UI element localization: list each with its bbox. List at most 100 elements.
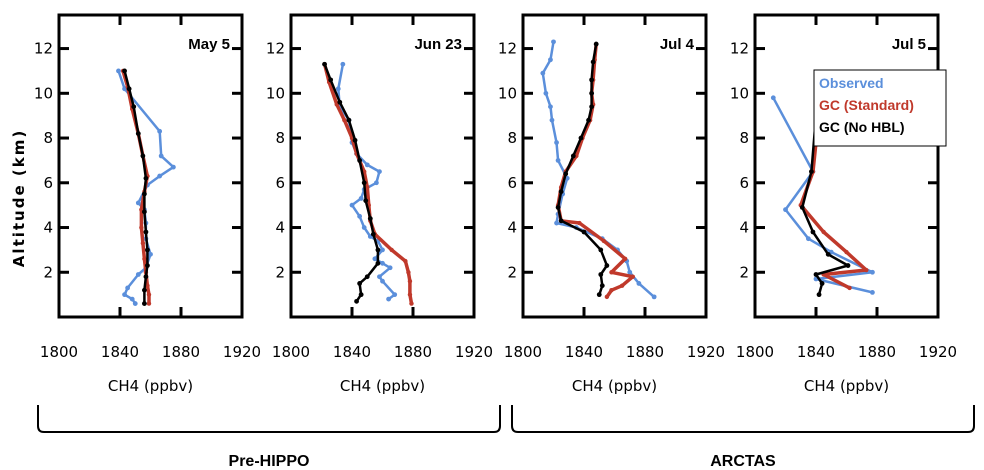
data-point [135,200,141,206]
data-point [140,153,146,159]
data-point [122,292,127,298]
data-point [335,86,341,92]
panel-title: Jun 23 [414,36,462,53]
data-point [406,270,411,275]
data-point [609,270,614,275]
data-point [651,294,657,300]
data-point [157,173,163,179]
plot-frame [57,13,244,319]
data-point [593,41,599,47]
x-tick-label: 1920 [455,343,493,361]
data-point [140,240,146,246]
panel-title: May 5 [188,36,230,53]
y-tick-label: 10 [266,84,285,102]
data-point [548,57,553,63]
y-tick-label: 4 [275,219,285,237]
data-point [146,301,152,306]
data-point [581,229,587,235]
data-point [337,99,343,105]
data-point [346,117,352,123]
data-point [589,77,595,83]
data-point [619,283,625,288]
data-point [361,225,367,230]
data-point [380,278,385,284]
data-point [810,229,816,235]
data-point [145,283,150,288]
data-point [578,135,584,141]
y-tick-label: 12 [266,40,285,58]
data-point [870,269,875,275]
data-point [370,231,376,237]
data-point [599,283,605,289]
data-point [142,209,147,215]
panel-title: Jul 5 [892,36,926,53]
data-point [407,279,413,284]
y-tick-label: 2 [739,263,749,281]
series-line-observed [541,41,655,298]
data-point [358,292,364,298]
y-tick-label: 6 [43,174,53,192]
y-tick-label: 8 [507,129,517,147]
series-line-observed [772,97,874,294]
data-point [361,180,367,186]
data-point [380,247,385,253]
data-point [363,198,369,204]
data-point [354,298,359,304]
data-point [132,301,138,306]
data-point [844,249,849,255]
data-point [558,218,564,224]
data-point [364,162,370,168]
campaign-brackets: Pre-HIPPO ARCTAS [37,405,975,470]
data-point [555,204,561,210]
data-point [142,287,147,293]
y-tick-label: 6 [275,174,285,192]
data-point [342,117,347,123]
data-point [377,169,382,174]
panel-3: 2 4 6 8 10 12 1800 1840 1880 1920 CH4 (ppbv) Jul 4 [498,13,725,395]
plot-frame [753,13,940,319]
data-point [322,61,327,67]
data-point [143,229,149,235]
data-point [170,164,176,170]
campaign-label: Pre-HIPPO [229,453,310,470]
legend-entry: Observed [819,75,884,91]
data-point [135,272,141,277]
panel-4: 2 4 6 8 10 12 1800 1840 1880 1920 CH4 (ppbv) Jul 5 [730,13,957,395]
data-point [145,247,150,253]
data-point [551,39,556,45]
data-point [139,225,144,230]
data-point [870,289,875,295]
data-point [577,220,582,226]
data-point [783,207,788,213]
data-point [340,61,346,67]
y-tick-label: 10 [34,84,53,102]
x-axis-title: CH4 (ppbv) [108,377,193,395]
data-point [392,292,398,298]
data-point [864,267,869,273]
data-point [543,90,549,96]
data-point [377,274,382,280]
data-point [158,153,164,159]
legend: Observed GC (Standard) GC (No HBL) [813,69,947,147]
x-tick-label: 1840 [101,343,139,361]
x-tick-label: 1800 [272,343,310,361]
data-point [770,95,776,101]
x-tick-label: 1920 [223,343,261,361]
data-point [809,169,814,174]
data-point [372,256,378,262]
data-point [601,238,607,244]
y-tick-label: 8 [43,129,53,147]
data-point [570,153,576,159]
data-point [126,86,132,92]
legend-entry: GC (No HBL) [819,119,905,135]
data-point [142,301,147,306]
data-point [349,202,355,208]
data-point [604,294,610,300]
data-point [636,281,642,286]
data-point [805,236,811,242]
data-point [847,285,852,291]
data-point [389,247,394,253]
data-point [142,256,147,262]
y-tick-label: 10 [498,84,517,102]
x-tick-label: 1840 [565,343,603,361]
